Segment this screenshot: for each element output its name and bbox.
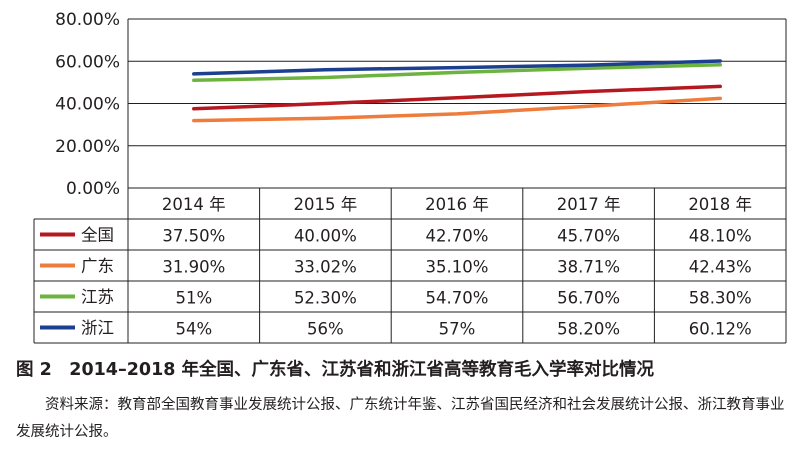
series-line xyxy=(192,63,722,83)
data-label: 48.10% xyxy=(689,227,752,246)
line-chart: 0.00% 20.00% 40.00% 60.00% 80.00% 2014 年 2015 … xyxy=(33,10,787,344)
data-label: 56% xyxy=(307,320,344,339)
series-name: 浙江 xyxy=(81,319,114,338)
y-tick-label: 0.00% xyxy=(66,179,120,199)
data-label: 56.70% xyxy=(557,289,620,308)
data-label: 58.20% xyxy=(557,320,620,339)
data-label: 57% xyxy=(439,320,476,339)
data-label: 35.10% xyxy=(426,258,489,277)
series-name: 广东 xyxy=(81,257,114,276)
data-label: 51% xyxy=(175,289,212,308)
series-line xyxy=(192,96,722,123)
data-label: 45.70% xyxy=(557,227,620,246)
x-category-label: 2015 年 xyxy=(294,195,358,214)
x-category-label: 2016 年 xyxy=(425,195,489,214)
figure-caption: 图 2 2014–2018 年全国、广东省、江苏省和浙江省高等教育毛入学率对比情… xyxy=(16,360,655,380)
x-category-label: 2017 年 xyxy=(557,195,621,214)
data-label: 31.90% xyxy=(162,258,225,277)
data-label: 42.70% xyxy=(426,227,489,246)
series-line xyxy=(192,59,722,76)
y-tick-label: 80.00% xyxy=(55,10,120,30)
data-label: 38.71% xyxy=(557,258,620,277)
data-label: 52.30% xyxy=(294,289,357,308)
source-note: 资料来源：教育部全国教育事业发展统计公报、广东统计年鉴、江苏省国民经济和社会发展… xyxy=(16,397,785,440)
data-label: 40.00% xyxy=(294,227,357,246)
y-tick-label: 40.00% xyxy=(55,95,120,115)
x-category-label: 2014 年 xyxy=(162,195,226,214)
y-tick-label: 60.00% xyxy=(55,52,120,72)
data-label: 54.70% xyxy=(426,289,489,308)
series-name: 全国 xyxy=(81,226,114,245)
series-line xyxy=(192,84,722,111)
data-label: 58.30% xyxy=(689,289,752,308)
x-category-label: 2018 年 xyxy=(688,195,752,214)
data-label: 60.12% xyxy=(689,320,752,339)
series-name: 江苏 xyxy=(81,288,114,307)
data-label: 54% xyxy=(175,320,212,339)
y-tick-label: 20.00% xyxy=(55,137,120,157)
data-label: 37.50% xyxy=(162,227,225,246)
data-label: 33.02% xyxy=(294,258,357,277)
data-label: 42.43% xyxy=(689,258,752,277)
